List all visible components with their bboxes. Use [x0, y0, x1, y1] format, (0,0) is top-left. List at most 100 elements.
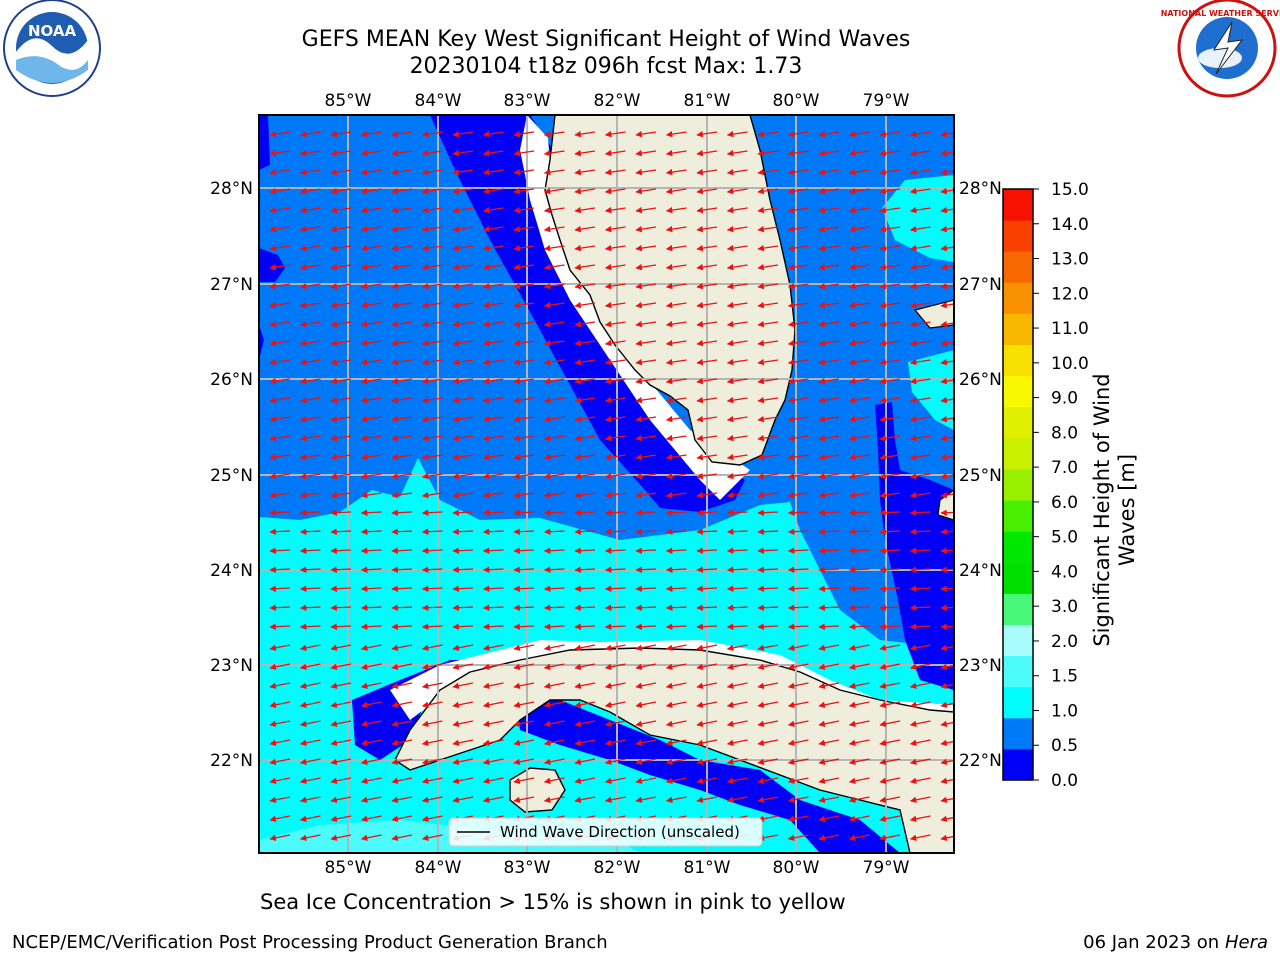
wave-direction-arrow	[513, 796, 535, 804]
wave-direction-arrow	[360, 623, 382, 630]
wave-direction-arrow	[696, 358, 718, 366]
wave-direction-arrow	[513, 263, 535, 271]
wave-direction-arrow	[391, 301, 413, 309]
wave-direction-arrow	[543, 796, 565, 804]
map-title: GEFS MEAN Key West Significant Height of…	[301, 27, 911, 52]
wave-direction-arrow	[330, 339, 352, 347]
wave-direction-arrow	[909, 623, 931, 630]
wave-direction-arrow	[940, 834, 954, 842]
wave-direction-arrow	[482, 566, 504, 573]
wave-direction-arrow	[696, 644, 718, 652]
band-1-0-1-5-east-1	[882, 175, 954, 262]
wave-direction-arrow	[848, 358, 870, 366]
wave-direction-arrow	[848, 623, 870, 630]
wave-direction-arrow	[726, 663, 748, 671]
wave-direction-arrow	[940, 623, 954, 630]
colorbar-segment	[1003, 375, 1033, 408]
wave-direction-arrow	[665, 130, 687, 138]
wave-direction-arrow	[452, 701, 474, 709]
lat-label-left: 25°N	[210, 466, 253, 486]
wave-direction-arrow	[330, 834, 352, 842]
wave-direction-arrow	[513, 491, 535, 499]
wave-direction-arrow	[635, 320, 657, 328]
wave-direction-arrow	[818, 701, 840, 709]
wave-direction-arrow	[818, 547, 840, 554]
wave-direction-arrow	[635, 301, 657, 309]
wave-direction-arrow	[604, 509, 626, 516]
wave-direction-arrow	[574, 663, 596, 671]
wave-direction-arrow	[787, 282, 809, 290]
wave-direction-arrow	[543, 149, 565, 157]
wave-direction-arrow	[635, 377, 657, 385]
wave-direction-arrow	[360, 739, 382, 747]
wave-direction-arrow	[452, 796, 474, 804]
wave-direction-arrow	[665, 644, 687, 652]
wave-direction-arrow	[543, 566, 565, 573]
wave-direction-arrow	[726, 644, 748, 652]
wave-direction-arrow	[604, 149, 626, 157]
wave-direction-arrow	[940, 358, 954, 366]
wave-direction-arrow	[299, 130, 321, 138]
wave-direction-arrow	[452, 282, 474, 290]
wave-direction-arrow	[635, 263, 657, 271]
wave-direction-arrow	[269, 644, 291, 652]
wave-direction-arrow	[696, 434, 718, 442]
wave-direction-arrow	[848, 720, 870, 728]
wave-direction-arrow	[421, 282, 443, 290]
wave-direction-arrow	[757, 777, 779, 785]
wave-direction-arrow	[482, 301, 504, 309]
wave-direction-arrow	[635, 415, 657, 423]
wave-direction-arrow	[543, 225, 565, 233]
wave-direction-arrow	[391, 528, 413, 535]
wave-direction-arrow	[635, 739, 657, 747]
wave-direction-arrow	[940, 149, 954, 157]
wave-direction-arrow	[818, 720, 840, 728]
wave-direction-arrow	[452, 130, 474, 138]
colorbar-tick-label: 1.5	[1051, 667, 1078, 687]
wave-direction-arrow	[482, 187, 504, 195]
wave-direction-arrow	[360, 168, 382, 176]
wave-direction-arrow	[482, 604, 504, 611]
wave-direction-arrow	[421, 623, 443, 630]
wave-direction-arrow	[726, 396, 748, 404]
wave-direction-arrow	[360, 663, 382, 671]
wave-direction-arrow	[635, 663, 657, 671]
wave-direction-arrow	[391, 604, 413, 611]
wave-direction-arrow	[879, 320, 901, 328]
wave-direction-arrow	[665, 739, 687, 747]
wave-direction-arrow	[330, 396, 352, 404]
wave-direction-arrow	[726, 168, 748, 176]
wave-direction-arrow	[360, 528, 382, 535]
wave-direction-arrow	[726, 434, 748, 442]
wave-direction-arrow	[421, 663, 443, 671]
wave-direction-arrow	[269, 244, 291, 252]
wave-direction-arrow	[787, 358, 809, 366]
wave-direction-arrow	[665, 415, 687, 423]
lon-label-bottom: 79°W	[863, 858, 910, 878]
wave-direction-arrow	[726, 453, 748, 461]
wave-direction-arrow	[909, 566, 931, 573]
wave-direction-arrow	[482, 509, 504, 516]
wave-direction-arrow	[269, 604, 291, 611]
wave-direction-arrow	[421, 339, 443, 347]
footer-date-text: 06 Jan 2023 on	[1083, 932, 1225, 953]
wave-direction-arrow	[360, 509, 382, 516]
wave-direction-arrow	[574, 796, 596, 804]
wave-direction-arrow	[452, 168, 474, 176]
wave-direction-arrow	[696, 701, 718, 709]
wave-direction-arrow	[452, 547, 474, 554]
colorbar-tick-label: 8.0	[1051, 423, 1078, 443]
wave-direction-arrow	[940, 604, 954, 611]
wave-direction-arrow	[787, 796, 809, 804]
wave-direction-arrow	[909, 720, 931, 728]
wave-direction-arrow	[818, 796, 840, 804]
wave-direction-arrow	[574, 130, 596, 138]
wave-direction-arrow	[513, 244, 535, 252]
wave-direction-arrow	[879, 282, 901, 290]
wave-direction-arrow	[360, 815, 382, 823]
wave-direction-arrow	[604, 301, 626, 309]
wave-direction-arrow	[757, 434, 779, 442]
wave-direction-arrow	[360, 796, 382, 804]
wave-direction-arrow	[269, 491, 291, 499]
wave-direction-arrow	[787, 815, 809, 823]
